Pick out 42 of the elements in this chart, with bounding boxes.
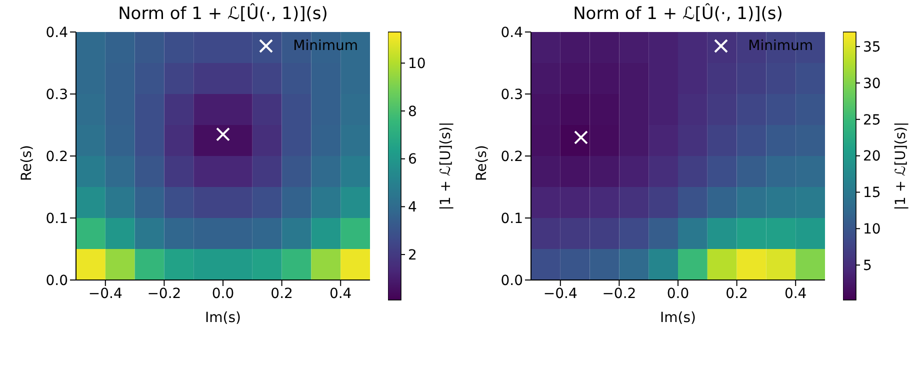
color-bar-label: 15 — [863, 185, 881, 202]
color-bar-label: 10 — [863, 222, 881, 238]
chart-title: Norm of 1 + ℒ[Û(·, 1)](s) — [117, 4, 329, 24]
y-tick-label: 0.2 — [500, 148, 523, 165]
x-tick-label: −0.2 — [602, 286, 636, 302]
y-tick-label: 0.0 — [500, 272, 523, 289]
y-tick-label: 0.0 — [46, 272, 68, 289]
color-bar-title: |1 + ℒ[U](s)| — [438, 122, 454, 210]
x-tick-label: 0.2 — [726, 286, 748, 302]
color-bar-label: 30 — [863, 76, 881, 92]
x-axis-title: Im(s) — [660, 310, 696, 326]
x-tick-label: 0.4 — [329, 286, 352, 302]
color-bar-label: 8 — [408, 104, 417, 120]
color-bar-label: 4 — [408, 200, 417, 216]
legend-label: Minimum — [293, 38, 358, 54]
x-tick-label: −0.4 — [543, 286, 578, 302]
x-tick-label: 0.2 — [270, 286, 293, 302]
color-bar-label: 20 — [863, 148, 881, 165]
y-tick-label: 0.4 — [46, 24, 68, 41]
color-bar-title: |1 + ℒ[U](s)| — [893, 122, 909, 210]
color-bar-label: 5 — [863, 258, 872, 274]
y-tick-label: 0.3 — [500, 86, 523, 103]
color-bar-label: 2 — [408, 247, 417, 264]
x-tick-label: −0.2 — [147, 286, 182, 302]
y-tick-label: 0.4 — [500, 24, 524, 41]
y-tick-label: 0.1 — [500, 210, 523, 227]
x-tick-label: −0.4 — [88, 286, 122, 302]
y-tick-label: 0.3 — [46, 86, 68, 103]
chart-title: Norm of 1 + ℒ[Û(·, 1)](s) — [572, 4, 784, 24]
color-bar-label: 25 — [863, 112, 881, 128]
color-bar-label: 10 — [408, 56, 426, 72]
color-bar-label: 6 — [408, 152, 417, 168]
color-bar-label: 35 — [863, 39, 881, 56]
y-axis-title: Re(s) — [18, 145, 35, 181]
x-tick-label: 0.0 — [212, 286, 234, 302]
x-tick-label: 0.4 — [784, 286, 807, 302]
y-tick-label: 0.1 — [46, 210, 68, 227]
x-axis-title: Im(s) — [205, 310, 241, 326]
legend-label: Minimum — [748, 38, 813, 54]
y-tick-label: 0.2 — [46, 148, 68, 165]
y-axis-title: Re(s) — [474, 145, 490, 181]
x-tick-label: 0.0 — [666, 286, 690, 302]
